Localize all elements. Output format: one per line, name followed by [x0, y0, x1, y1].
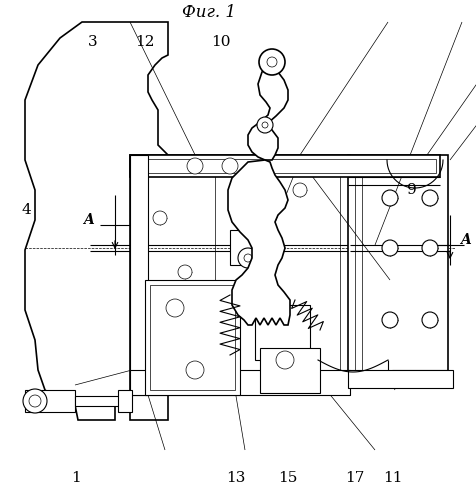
Bar	[130, 155, 440, 177]
Bar	[348, 370, 453, 388]
Text: 17: 17	[345, 470, 364, 484]
Circle shape	[293, 183, 307, 197]
Text: 10: 10	[212, 36, 231, 50]
Circle shape	[382, 190, 398, 206]
Text: 12: 12	[136, 36, 155, 50]
Text: 11: 11	[383, 470, 402, 484]
Bar	[230, 230, 270, 265]
Bar	[238, 210, 258, 228]
Polygon shape	[228, 160, 290, 325]
Bar	[130, 370, 350, 395]
Circle shape	[222, 158, 238, 174]
Bar	[248, 190, 258, 210]
Circle shape	[262, 122, 268, 128]
Circle shape	[267, 57, 277, 67]
Circle shape	[23, 389, 47, 413]
Circle shape	[178, 265, 192, 279]
Text: 3: 3	[88, 36, 98, 50]
Text: 1: 1	[71, 470, 81, 484]
Bar	[75, 396, 120, 406]
Bar	[145, 280, 240, 395]
Text: A: A	[460, 233, 470, 247]
Circle shape	[29, 395, 41, 407]
Circle shape	[382, 240, 398, 256]
Circle shape	[259, 49, 285, 75]
Circle shape	[422, 312, 438, 328]
Circle shape	[257, 117, 273, 133]
Text: A: A	[83, 213, 93, 227]
Polygon shape	[25, 22, 168, 420]
Circle shape	[186, 361, 204, 379]
Text: 13: 13	[226, 470, 245, 484]
Circle shape	[166, 299, 184, 317]
Bar	[260, 348, 320, 393]
Circle shape	[187, 158, 203, 174]
Bar	[348, 155, 448, 385]
Text: Фиг. 1: Фиг. 1	[182, 4, 237, 21]
Bar	[134, 159, 436, 173]
Polygon shape	[248, 62, 288, 160]
Bar	[130, 155, 148, 395]
Circle shape	[153, 211, 167, 225]
Bar	[130, 155, 350, 395]
Circle shape	[276, 351, 294, 369]
Bar	[25, 390, 75, 412]
Circle shape	[422, 190, 438, 206]
Text: 15: 15	[278, 470, 298, 484]
Circle shape	[382, 312, 398, 328]
Bar	[118, 390, 132, 412]
Text: 4: 4	[21, 203, 31, 217]
Bar	[255, 305, 310, 360]
Bar	[150, 285, 235, 390]
Circle shape	[244, 254, 252, 262]
Text: 9: 9	[407, 183, 416, 197]
Circle shape	[238, 248, 258, 268]
Circle shape	[422, 240, 438, 256]
